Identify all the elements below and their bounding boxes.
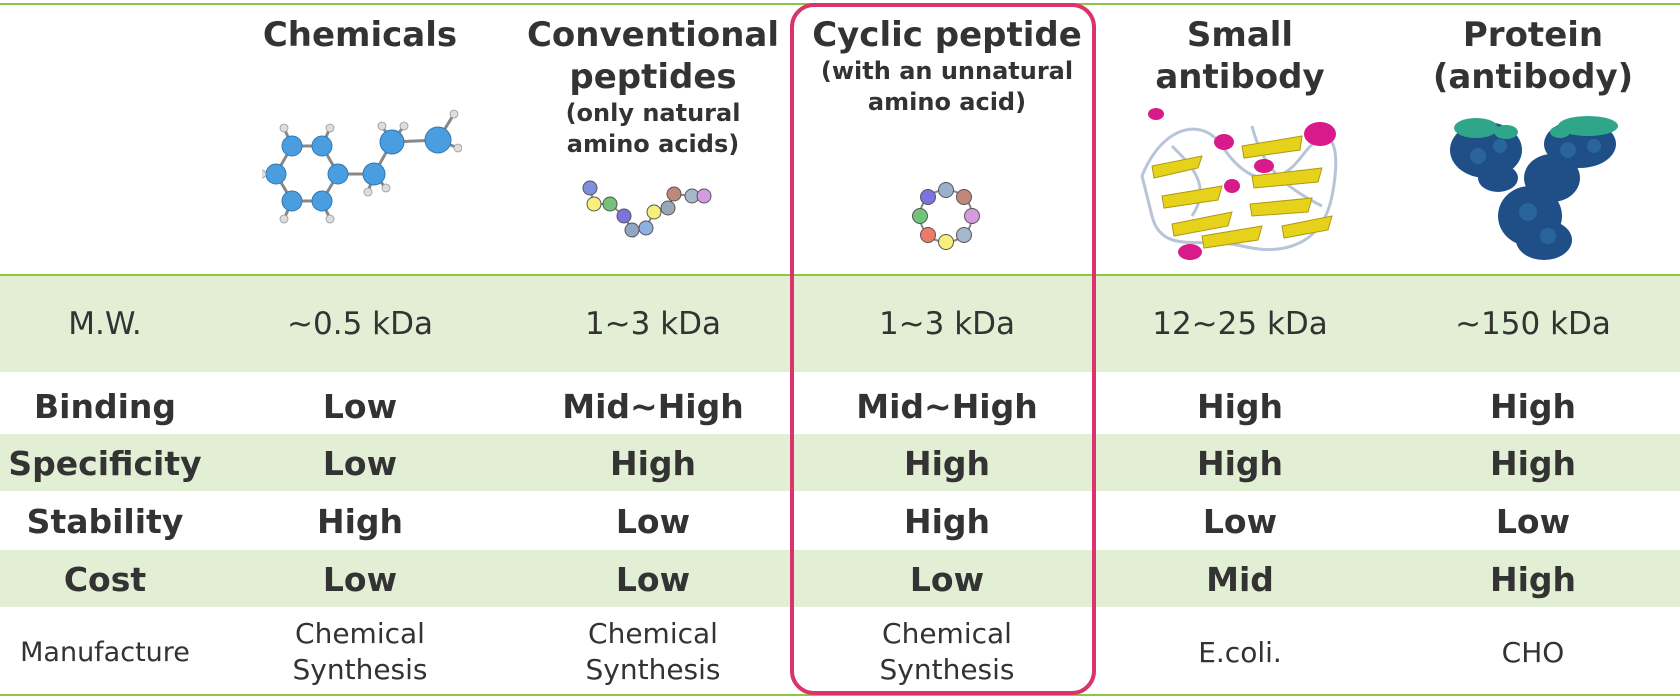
column-header-chemicals: Chemicals	[225, 14, 495, 56]
cell-manufacture-small-antibody: E.coli.	[1198, 635, 1282, 669]
cell-cost-small-antibody: Mid	[1206, 559, 1274, 599]
cell-stability-small-antibody: Low	[1202, 501, 1278, 541]
cell-manufacture-cyclic: Chemical Synthesis	[879, 617, 1015, 686]
cell-specificity-protein: High	[1489, 443, 1577, 483]
row-label-specificity: Specificity	[8, 443, 202, 483]
cell-stability-cyclic: High	[903, 501, 991, 541]
column-subtitle: (with an unnatural amino acid)	[820, 57, 1074, 116]
mw-row-band	[0, 275, 1680, 372]
row-label-binding: Binding	[33, 386, 176, 426]
benzene-molecule-icon	[262, 109, 462, 224]
cell-mw-protein: ~150 kDa	[1455, 306, 1611, 342]
column-subtitle: (only natural amino acids)	[565, 99, 741, 158]
row-label-mw: M.W.	[68, 306, 142, 342]
cell-cost-cyclic: Low	[909, 559, 985, 599]
small-antibody-ribbon-icon	[1140, 108, 1338, 260]
bottom-rule	[0, 694, 1680, 696]
column-header-conventional-peptides: Conventional peptides (only natural amin…	[518, 14, 788, 160]
antibody-protein-icon	[1450, 116, 1618, 260]
cell-specificity-cyclic: High	[903, 443, 991, 483]
column-title: Chemicals	[262, 15, 458, 55]
cell-manufacture-conventional: Chemical Synthesis	[585, 617, 721, 686]
cyclic-peptide-ring-icon	[912, 182, 980, 250]
column-header-small-antibody: Small antibody	[1105, 14, 1375, 98]
cell-mw-small-antibody: 12~25 kDa	[1152, 306, 1328, 342]
column-title: Cyclic peptide	[812, 15, 1082, 55]
cell-binding-small-antibody: High	[1196, 386, 1284, 426]
cell-stability-chemicals: High	[316, 501, 404, 541]
cell-binding-protein: High	[1489, 386, 1577, 426]
row-label-manufacture: Manufacture	[20, 636, 190, 668]
column-title: Small antibody	[1155, 15, 1325, 97]
column-header-protein-antibody: Protein (antibody)	[1398, 14, 1668, 98]
cost-row-band	[0, 550, 1680, 607]
cell-mw-conventional: 1~3 kDa	[584, 306, 722, 342]
header-rule	[0, 274, 1680, 276]
cell-binding-cyclic: Mid~High	[856, 386, 1038, 426]
row-label-cost: Cost	[63, 559, 147, 599]
cell-mw-cyclic: 1~3 kDa	[878, 306, 1016, 342]
cell-stability-conventional: Low	[615, 501, 691, 541]
cell-cost-protein: High	[1489, 559, 1577, 599]
cell-manufacture-protein: CHO	[1501, 635, 1565, 669]
cell-specificity-small-antibody: High	[1196, 443, 1284, 483]
cell-stability-protein: Low	[1495, 501, 1571, 541]
cell-cost-conventional: Low	[615, 559, 691, 599]
cyclic-peptide-highlight-frame	[790, 3, 1096, 695]
column-header-cyclic-peptide: Cyclic peptide (with an unnatural amino …	[812, 14, 1082, 118]
cell-manufacture-chemicals: Chemical Synthesis	[292, 617, 428, 686]
linear-peptide-chain-icon	[582, 180, 712, 238]
column-title: Conventional peptides	[526, 15, 779, 97]
column-title: Protein (antibody)	[1432, 15, 1634, 97]
cell-cost-chemicals: Low	[322, 559, 398, 599]
cell-binding-chemicals: Low	[322, 386, 398, 426]
specificity-row-band	[0, 434, 1680, 491]
cell-binding-conventional: Mid~High	[562, 386, 744, 426]
cell-specificity-conventional: High	[609, 443, 697, 483]
cell-specificity-chemicals: Low	[322, 443, 398, 483]
cell-mw-chemicals: ~0.5 kDa	[287, 306, 433, 342]
row-label-stability: Stability	[26, 501, 184, 541]
